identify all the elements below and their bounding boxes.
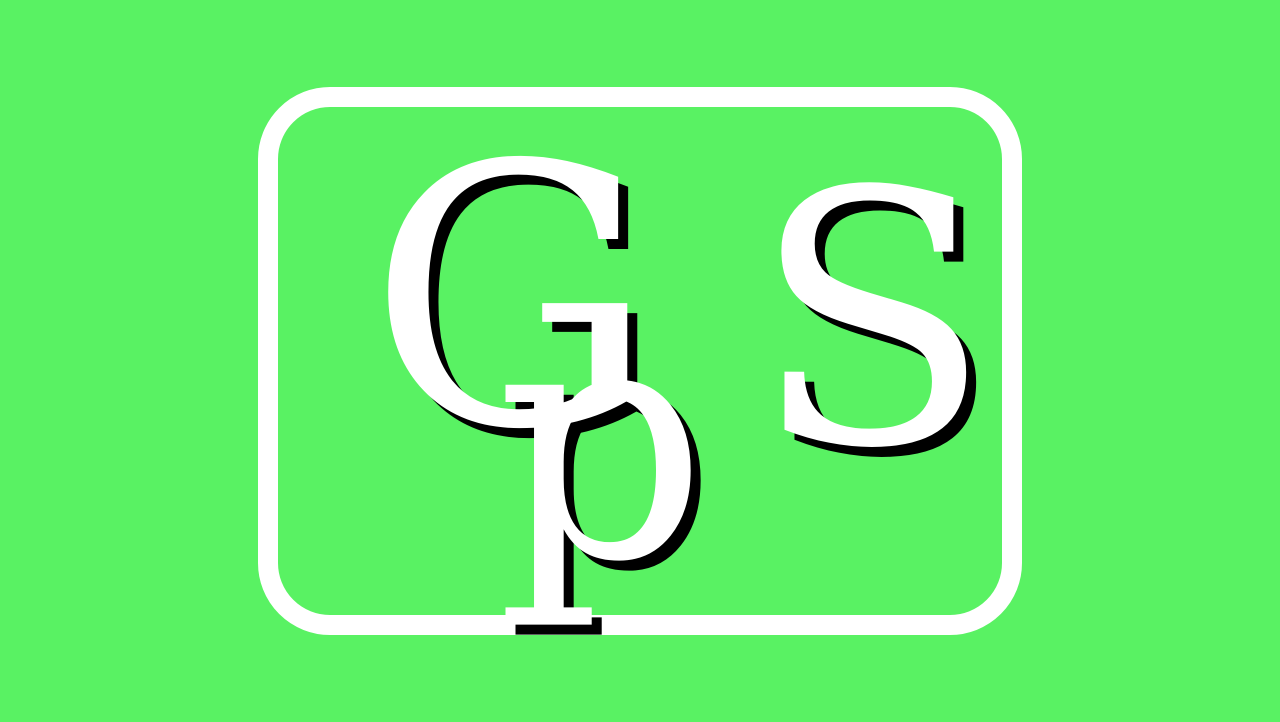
letter-s-shadow: S xyxy=(762,127,1002,535)
letter-g-shadow: G xyxy=(378,99,666,518)
logo-frame xyxy=(258,87,1022,635)
letter-p-shadow: p xyxy=(506,260,717,644)
letter-p: p xyxy=(496,250,707,634)
letter-s: S xyxy=(752,117,992,525)
letter-g: G xyxy=(368,89,656,508)
